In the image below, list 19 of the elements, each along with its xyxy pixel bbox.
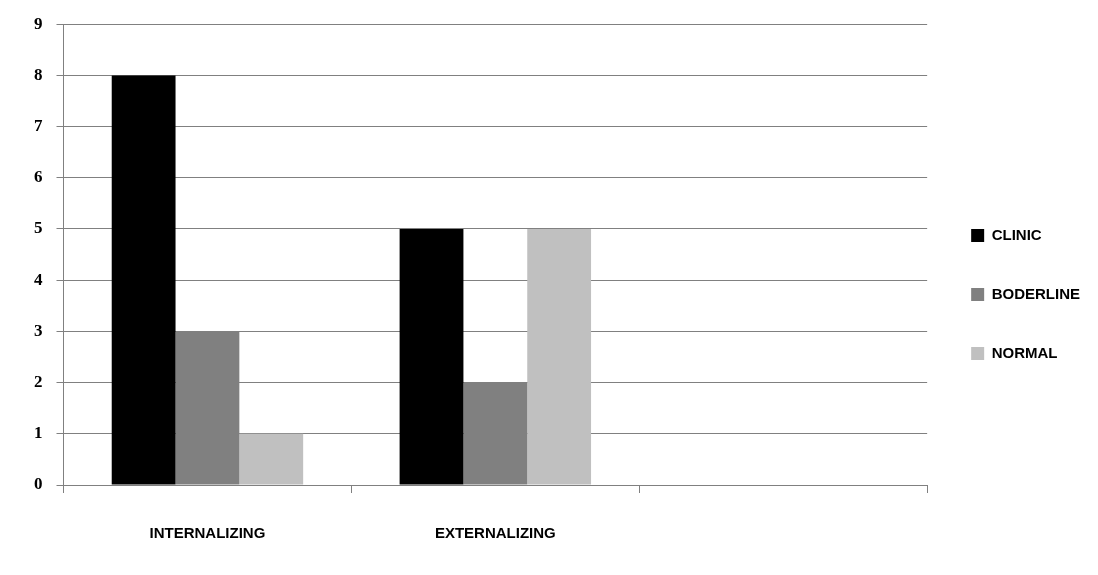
bar [111, 75, 176, 485]
y-tick-label: 6 [34, 167, 43, 187]
bar [527, 229, 592, 485]
y-tick-label: 5 [34, 218, 43, 238]
y-tick-label: 8 [34, 64, 43, 84]
y-tick-label: 1 [34, 423, 43, 443]
x-tick-label: INTERNALIZING [149, 524, 266, 542]
y-tick-label: 0 [34, 474, 43, 494]
y-tick-label: 4 [34, 269, 43, 289]
legend-label: BODERLINE [991, 284, 1081, 302]
y-tick-label: 2 [34, 371, 43, 391]
x-tick-label: EXTERNALIZING [434, 524, 556, 542]
legend-label: CLINIC [991, 225, 1042, 243]
y-tick-label: 9 [34, 13, 43, 33]
legend-label: NORMAL [991, 343, 1058, 361]
y-tick-label: 7 [34, 115, 43, 135]
bar [239, 433, 304, 485]
y-tick-label: 3 [34, 320, 43, 340]
bar [399, 229, 464, 485]
